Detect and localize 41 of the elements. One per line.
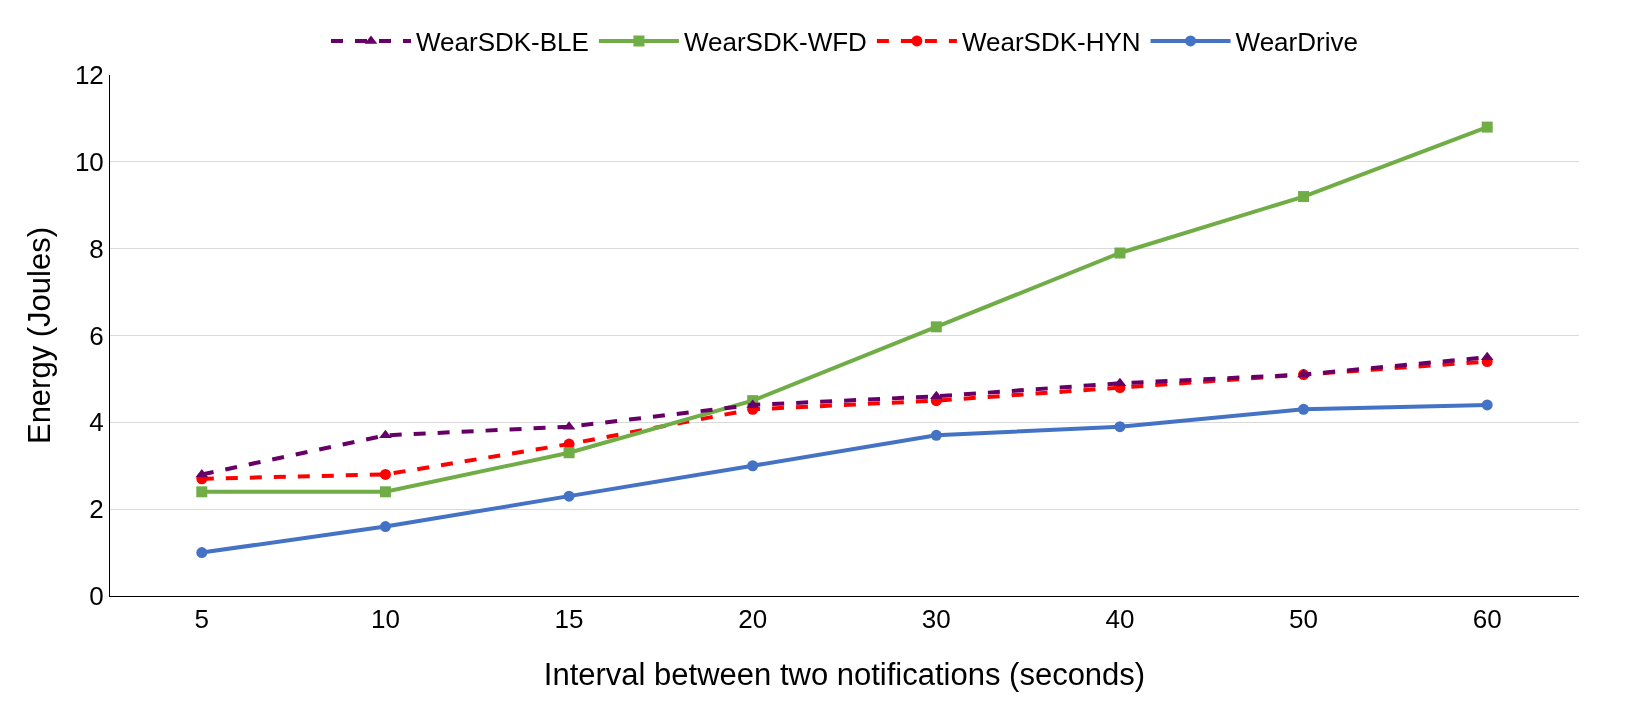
- legend-label: WearSDK-WFD: [683, 27, 867, 58]
- point: [1298, 191, 1310, 203]
- legend-label: WearSDK-BLE: [416, 27, 589, 58]
- x-tick-label: 20: [738, 604, 768, 635]
- point: [1481, 399, 1493, 411]
- point: [563, 490, 575, 502]
- y-tick-label: 6: [89, 320, 104, 351]
- x-axis-title: Interval between two notifications (seconds): [543, 657, 1146, 693]
- y-tick-label: 8: [89, 233, 104, 264]
- y-tick-label: 10: [74, 146, 104, 177]
- legend-label: WearSDK-HYN: [961, 27, 1141, 58]
- x-tick-label: 60: [1472, 604, 1502, 635]
- point: [195, 468, 209, 478]
- point: [379, 468, 391, 480]
- y-axis-title: Energy (Joules): [21, 226, 57, 445]
- y-tick-label: 2: [89, 494, 104, 525]
- point: [1113, 377, 1127, 387]
- x-tick-label: 10: [370, 604, 400, 635]
- point: [563, 447, 575, 459]
- x-tick-label: 15: [554, 604, 584, 635]
- point: [1114, 247, 1126, 259]
- y-tick-label: 0: [89, 581, 104, 612]
- x-tick-label: 30: [921, 604, 951, 635]
- point: [929, 390, 943, 400]
- point: [196, 486, 208, 498]
- point: [747, 460, 759, 472]
- legend-label: WearDrive: [1235, 27, 1358, 58]
- y-tick-label: 12: [74, 60, 104, 91]
- point: [930, 429, 942, 441]
- y-tick-label: 4: [89, 407, 104, 438]
- x-tick-label: 5: [194, 604, 210, 635]
- x-tick-label: 50: [1289, 604, 1319, 635]
- point: [1298, 403, 1310, 415]
- point: [1114, 421, 1126, 433]
- point: [379, 521, 391, 533]
- point: [379, 429, 392, 439]
- point: [196, 547, 208, 559]
- x-tick-label: 40: [1105, 604, 1135, 635]
- point: [379, 486, 391, 498]
- point: [1481, 121, 1493, 133]
- point: [930, 321, 942, 333]
